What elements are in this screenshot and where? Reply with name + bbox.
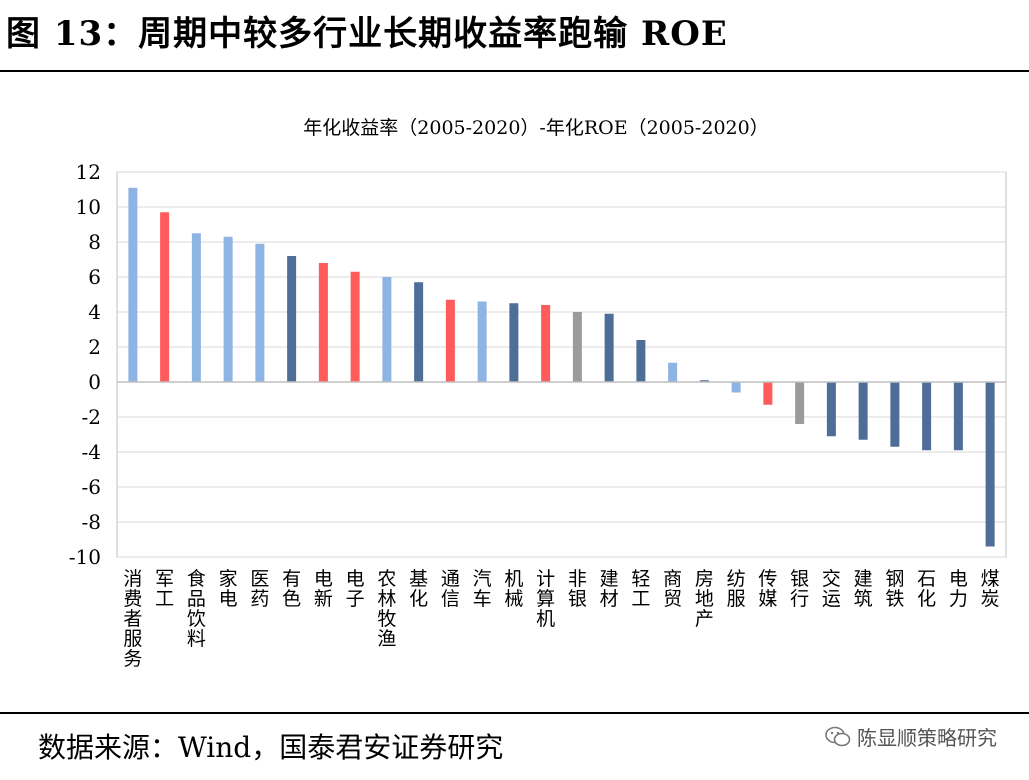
bar-6: [287, 256, 297, 382]
x-tick-label: 机械: [504, 568, 523, 610]
x-tick-label: 军工: [155, 568, 174, 610]
bar-19: [699, 380, 709, 382]
bar-11: [445, 299, 455, 382]
chart-title: 年化收益率（2005-2020）-年化ROE（2005-2020）: [303, 117, 768, 139]
y-tick-label: -6: [82, 475, 101, 499]
gridlines: [117, 171, 1006, 558]
y-tick-label: -8: [82, 510, 101, 534]
bottom-rule: [0, 712, 1029, 714]
bar-22: [795, 382, 805, 424]
x-tick-label: 石化: [917, 568, 936, 610]
x-tick-label: 交运: [822, 568, 841, 610]
figure-title: 图 13：周期中较多行业长期收益率跑输 ROE: [6, 14, 728, 54]
x-tick-label: 银行: [790, 568, 809, 610]
y-tick-label: 2: [88, 335, 101, 359]
watermark-text: 陈显顺策略研究: [857, 726, 997, 750]
x-tick-label: 电力: [949, 568, 968, 610]
watermark: 陈显顺策略研究: [825, 722, 997, 751]
bar-24: [858, 382, 868, 440]
bar-2: [160, 212, 170, 382]
x-tick-label: 食品饮料: [187, 568, 206, 650]
bar-3: [191, 233, 201, 382]
x-tick-label: 轻工: [631, 568, 650, 610]
bar-14: [541, 305, 551, 382]
x-tick-label: 非银: [568, 568, 587, 610]
bar-25: [890, 382, 900, 447]
plot-area: [116, 171, 1007, 558]
bar-18: [668, 362, 678, 382]
bar-23: [826, 382, 836, 437]
y-tick-label: 4: [88, 300, 101, 324]
x-tick-label: 计算机: [536, 568, 555, 630]
x-tick-label: 电新: [314, 568, 333, 610]
y-tick-label: 0: [88, 370, 101, 394]
y-tick-label: 12: [76, 160, 101, 184]
x-tick-label: 汽车: [473, 568, 492, 610]
top-rule: [0, 70, 1029, 72]
bar-5: [255, 243, 265, 382]
bar-26: [922, 382, 932, 451]
x-tick-label: 消费者服务: [123, 568, 142, 670]
bars: [128, 187, 995, 547]
bar-1: [128, 187, 138, 382]
bar-chart: 年化收益率（2005-2020）-年化ROE（2005-2020） 12 10 8 6…: [69, 117, 1007, 670]
bar-12: [477, 301, 487, 382]
bar-16: [604, 313, 614, 382]
x-tick-label: 农林牧渔: [377, 568, 396, 650]
bar-17: [636, 340, 646, 382]
y-tick-label: -2: [82, 405, 101, 429]
x-tick-label: 房地产: [695, 568, 714, 630]
x-tick-label: 电子: [346, 568, 365, 610]
bar-13: [509, 303, 519, 382]
x-tick-label: 钢铁: [885, 568, 904, 610]
bar-15: [572, 312, 582, 382]
y-tick-label: 10: [76, 195, 101, 219]
bar-20: [731, 382, 741, 393]
bar-27: [953, 382, 963, 451]
x-axis-labels: 消费者服务军工食品饮料家电医药有色电新电子农林牧渔基化通信汽车机械计算机非银建材…: [123, 568, 999, 670]
source-note: 数据来源：Wind，国泰君安证券研究: [38, 731, 504, 764]
x-tick-label: 家电: [219, 568, 238, 610]
x-tick-label: 建材: [600, 568, 619, 610]
wechat-icon: [825, 726, 851, 746]
bar-8: [350, 271, 360, 382]
bar-9: [382, 277, 392, 382]
bar-7: [318, 263, 328, 382]
x-tick-label: 煤炭: [981, 568, 1000, 610]
bar-28: [985, 382, 995, 547]
bar-4: [223, 236, 233, 382]
bar-10: [414, 282, 424, 382]
x-tick-label: 基化: [409, 568, 428, 610]
x-tick-label: 医药: [250, 568, 269, 610]
y-tick-label: 8: [88, 230, 101, 254]
x-tick-label: 有色: [282, 568, 301, 610]
x-tick-label: 传媒: [758, 568, 777, 610]
x-tick-label: 通信: [441, 568, 460, 610]
x-tick-label: 商贸: [663, 568, 682, 610]
x-tick-label: 建筑: [854, 568, 873, 610]
y-tick-label: -4: [82, 440, 101, 464]
y-tick-label: -10: [69, 545, 101, 569]
bar-21: [763, 382, 773, 405]
x-tick-label: 纺服: [727, 568, 746, 610]
y-tick-label: 6: [88, 265, 101, 289]
y-axis-ticks: 12 10 8 6 4 2 0 -2 -4 -6 -8 -10: [69, 160, 101, 569]
